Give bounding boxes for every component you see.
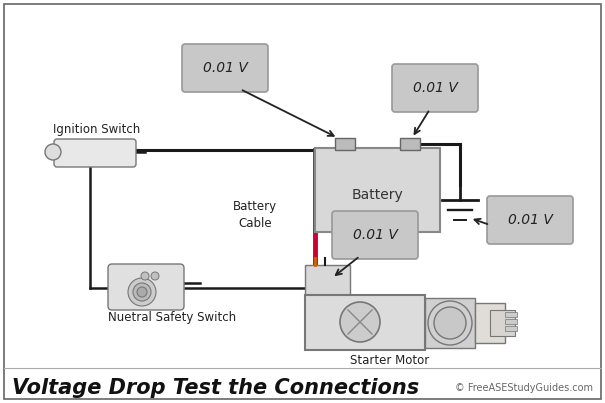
Text: Battery: Battery [352, 188, 404, 202]
Bar [475, 303, 505, 343]
Bar [505, 326, 517, 331]
Text: 0.01 V: 0.01 V [203, 61, 247, 75]
Bar [425, 298, 475, 348]
Bar [335, 138, 355, 150]
Circle shape [45, 144, 61, 160]
Text: 0.01 V: 0.01 V [508, 213, 552, 227]
FancyBboxPatch shape [392, 64, 478, 112]
Circle shape [141, 272, 149, 280]
Circle shape [340, 302, 380, 342]
Bar [505, 319, 517, 324]
Text: 0.01 V: 0.01 V [413, 81, 457, 95]
Text: Battery
Cable: Battery Cable [233, 200, 277, 230]
Circle shape [151, 272, 159, 280]
Bar [305, 295, 425, 350]
Bar [490, 310, 515, 336]
Circle shape [133, 283, 151, 301]
Bar [505, 312, 517, 317]
Circle shape [128, 278, 156, 306]
Text: 0.01 V: 0.01 V [353, 228, 397, 242]
Circle shape [137, 287, 147, 297]
Bar [305, 265, 350, 297]
FancyBboxPatch shape [182, 44, 268, 92]
Text: © FreeASEStudyGuides.com: © FreeASEStudyGuides.com [455, 383, 593, 393]
FancyBboxPatch shape [332, 211, 418, 259]
Circle shape [434, 307, 466, 339]
Text: Starter Motor: Starter Motor [350, 353, 430, 366]
Text: Ignition Switch: Ignition Switch [53, 123, 140, 137]
Text: Voltage Drop Test the Connections: Voltage Drop Test the Connections [12, 378, 419, 398]
Bar [400, 138, 420, 150]
FancyBboxPatch shape [54, 139, 136, 167]
FancyBboxPatch shape [487, 196, 573, 244]
FancyBboxPatch shape [108, 264, 184, 310]
Text: Nuetral Safety Switch: Nuetral Safety Switch [108, 312, 236, 324]
Bar [315, 148, 440, 232]
